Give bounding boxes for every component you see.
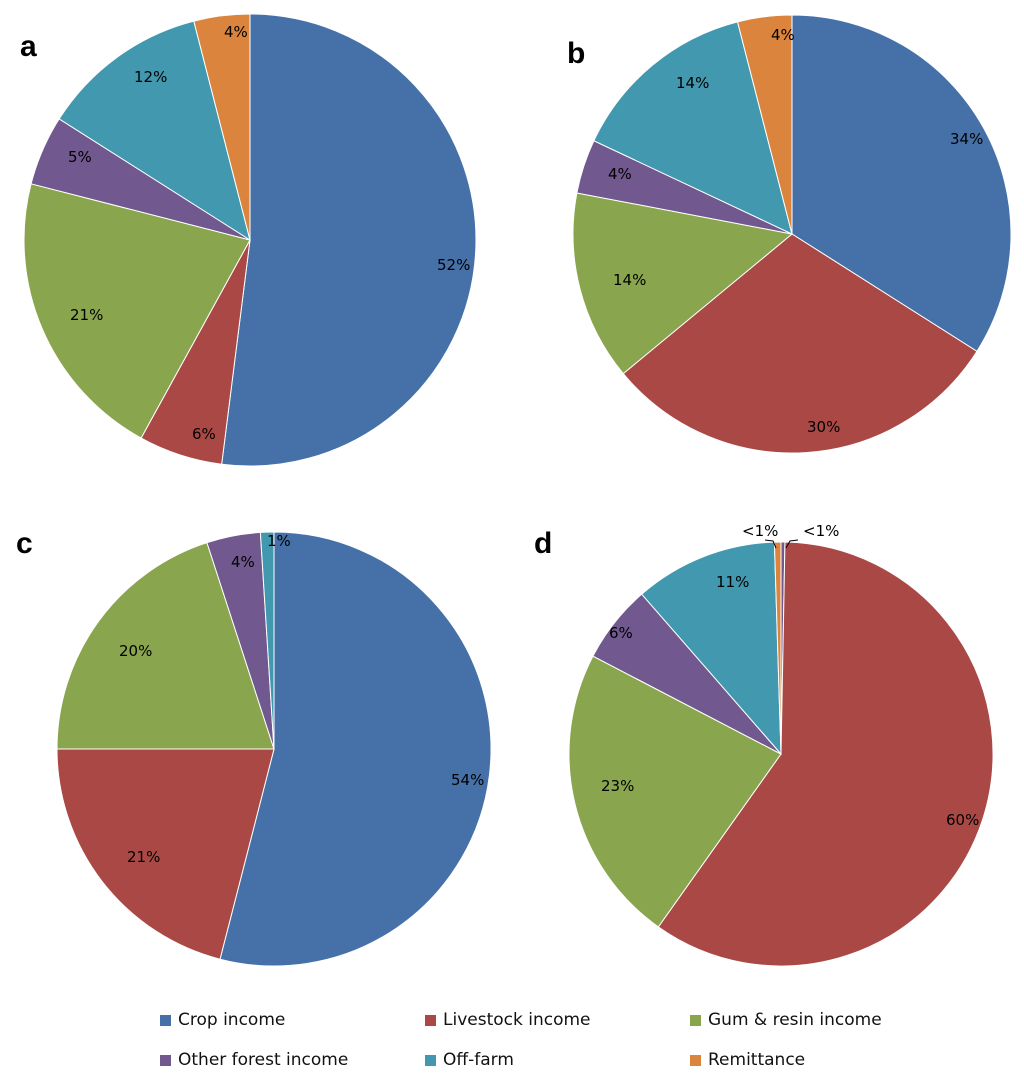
slice-label-a-crop: 52% (437, 256, 470, 274)
legend-item-livestock: Livestock income (425, 1008, 591, 1032)
slice-label-a-livestock: 6% (192, 425, 216, 443)
legend-swatch-crop (160, 1014, 171, 1026)
legend-item-gum: Gum & resin income (690, 1008, 882, 1032)
legend-label-offfarm: Off-farm (443, 1050, 514, 1070)
legend-item-offfarm: Off-farm (425, 1048, 514, 1072)
slice-d-livestock (657, 541, 994, 967)
slice-label-d-remittance: <1% (742, 522, 778, 540)
slice-d-offfarm (641, 541, 782, 756)
legend-item-crop: Crop income (160, 1008, 285, 1032)
panel-letter-c: c (16, 527, 33, 560)
legend-swatch-remittance (690, 1054, 701, 1066)
slice-label-c-offfarm: 1% (267, 532, 291, 550)
slice-d-remittance (773, 541, 782, 755)
slice-b-gum (572, 192, 794, 375)
slice-a-crop (221, 13, 477, 467)
pie-chart-b: b 34% 30% 14% 4% 14% 4% (567, 14, 1012, 454)
legend-label-crop: Crop income (178, 1010, 286, 1030)
legend-swatch-livestock (425, 1014, 436, 1026)
slice-c-livestock (56, 748, 275, 960)
slice-label-b-crop: 34% (950, 130, 983, 148)
leader-line-right (785, 539, 799, 549)
pie-charts-figure: a 52% 6% 21% 5% 12% 4% b 34% 30% 14% 4% 14% 4% c 54% 21%… (16, 13, 1012, 967)
slice-label-c-gum: 20% (119, 642, 152, 660)
slice-b-remittance (736, 14, 793, 235)
pie-chart-d: d <1% 60% 23% 6% 11% <1% (534, 522, 994, 967)
pie-chart-c: c 54% 21% 20% 4% 1% (16, 527, 492, 967)
legend-item-remittance: Remittance (690, 1048, 805, 1072)
slice-c-gum (56, 541, 275, 750)
pie-chart-a: a 52% 6% 21% 5% 12% 4% (20, 13, 477, 467)
slice-a-offfarm (58, 20, 251, 242)
slice-a-gum (23, 183, 251, 439)
slice-label-d-other-forest: 6% (609, 624, 633, 642)
slice-label-a-offfarm: 12% (134, 68, 167, 86)
panel-letter-a: a (20, 30, 37, 63)
slice-label-b-livestock: 30% (807, 418, 840, 436)
slice-label-b-offfarm: 14% (676, 74, 709, 92)
leader-line-left (764, 539, 777, 549)
slice-c-crop (219, 531, 492, 967)
slice-a-remittance (193, 13, 251, 241)
slice-label-b-other-forest: 4% (608, 165, 632, 183)
legend-label-remittance: Remittance (708, 1050, 806, 1070)
slice-b-livestock (622, 233, 978, 454)
slice-label-a-other-forest: 5% (68, 148, 92, 166)
slice-label-d-other-forest: <1% (803, 522, 839, 540)
panel-letter-d: d (534, 527, 552, 560)
legend-label-gum: Gum & resin income (708, 1010, 882, 1030)
slice-label-d-livestock: 60% (946, 811, 979, 829)
slice-label-a-remittance: 4% (224, 23, 248, 41)
slice-b-offfarm (593, 21, 793, 235)
slice-label-a-gum: 21% (70, 306, 103, 324)
slice-label-c-other-forest: 4% (231, 553, 255, 571)
legend-label-livestock: Livestock income (443, 1010, 591, 1030)
legend-swatch-other-forest (160, 1054, 171, 1066)
legend: Crop income Livestock income Gum & resin… (0, 1000, 1024, 1079)
slice-label-b-gum: 14% (613, 271, 646, 289)
slice-label-c-crop: 54% (451, 771, 484, 789)
slice-b-crop (791, 14, 1012, 353)
slice-c-offfarm (259, 531, 275, 750)
legend-swatch-gum (690, 1014, 701, 1026)
slice-label-b-remittance: 4% (771, 26, 795, 44)
slice-d-gum (568, 655, 782, 928)
slice-label-d-offfarm: 11% (716, 573, 749, 591)
slice-label-c-livestock: 21% (127, 848, 160, 866)
slice-label-d-gum: 23% (601, 777, 634, 795)
legend-item-other-forest: Other forest income (160, 1048, 348, 1072)
panel-letter-b: b (567, 37, 585, 70)
legend-swatch-offfarm (425, 1054, 436, 1066)
legend-label-other-forest: Other forest income (178, 1050, 349, 1070)
